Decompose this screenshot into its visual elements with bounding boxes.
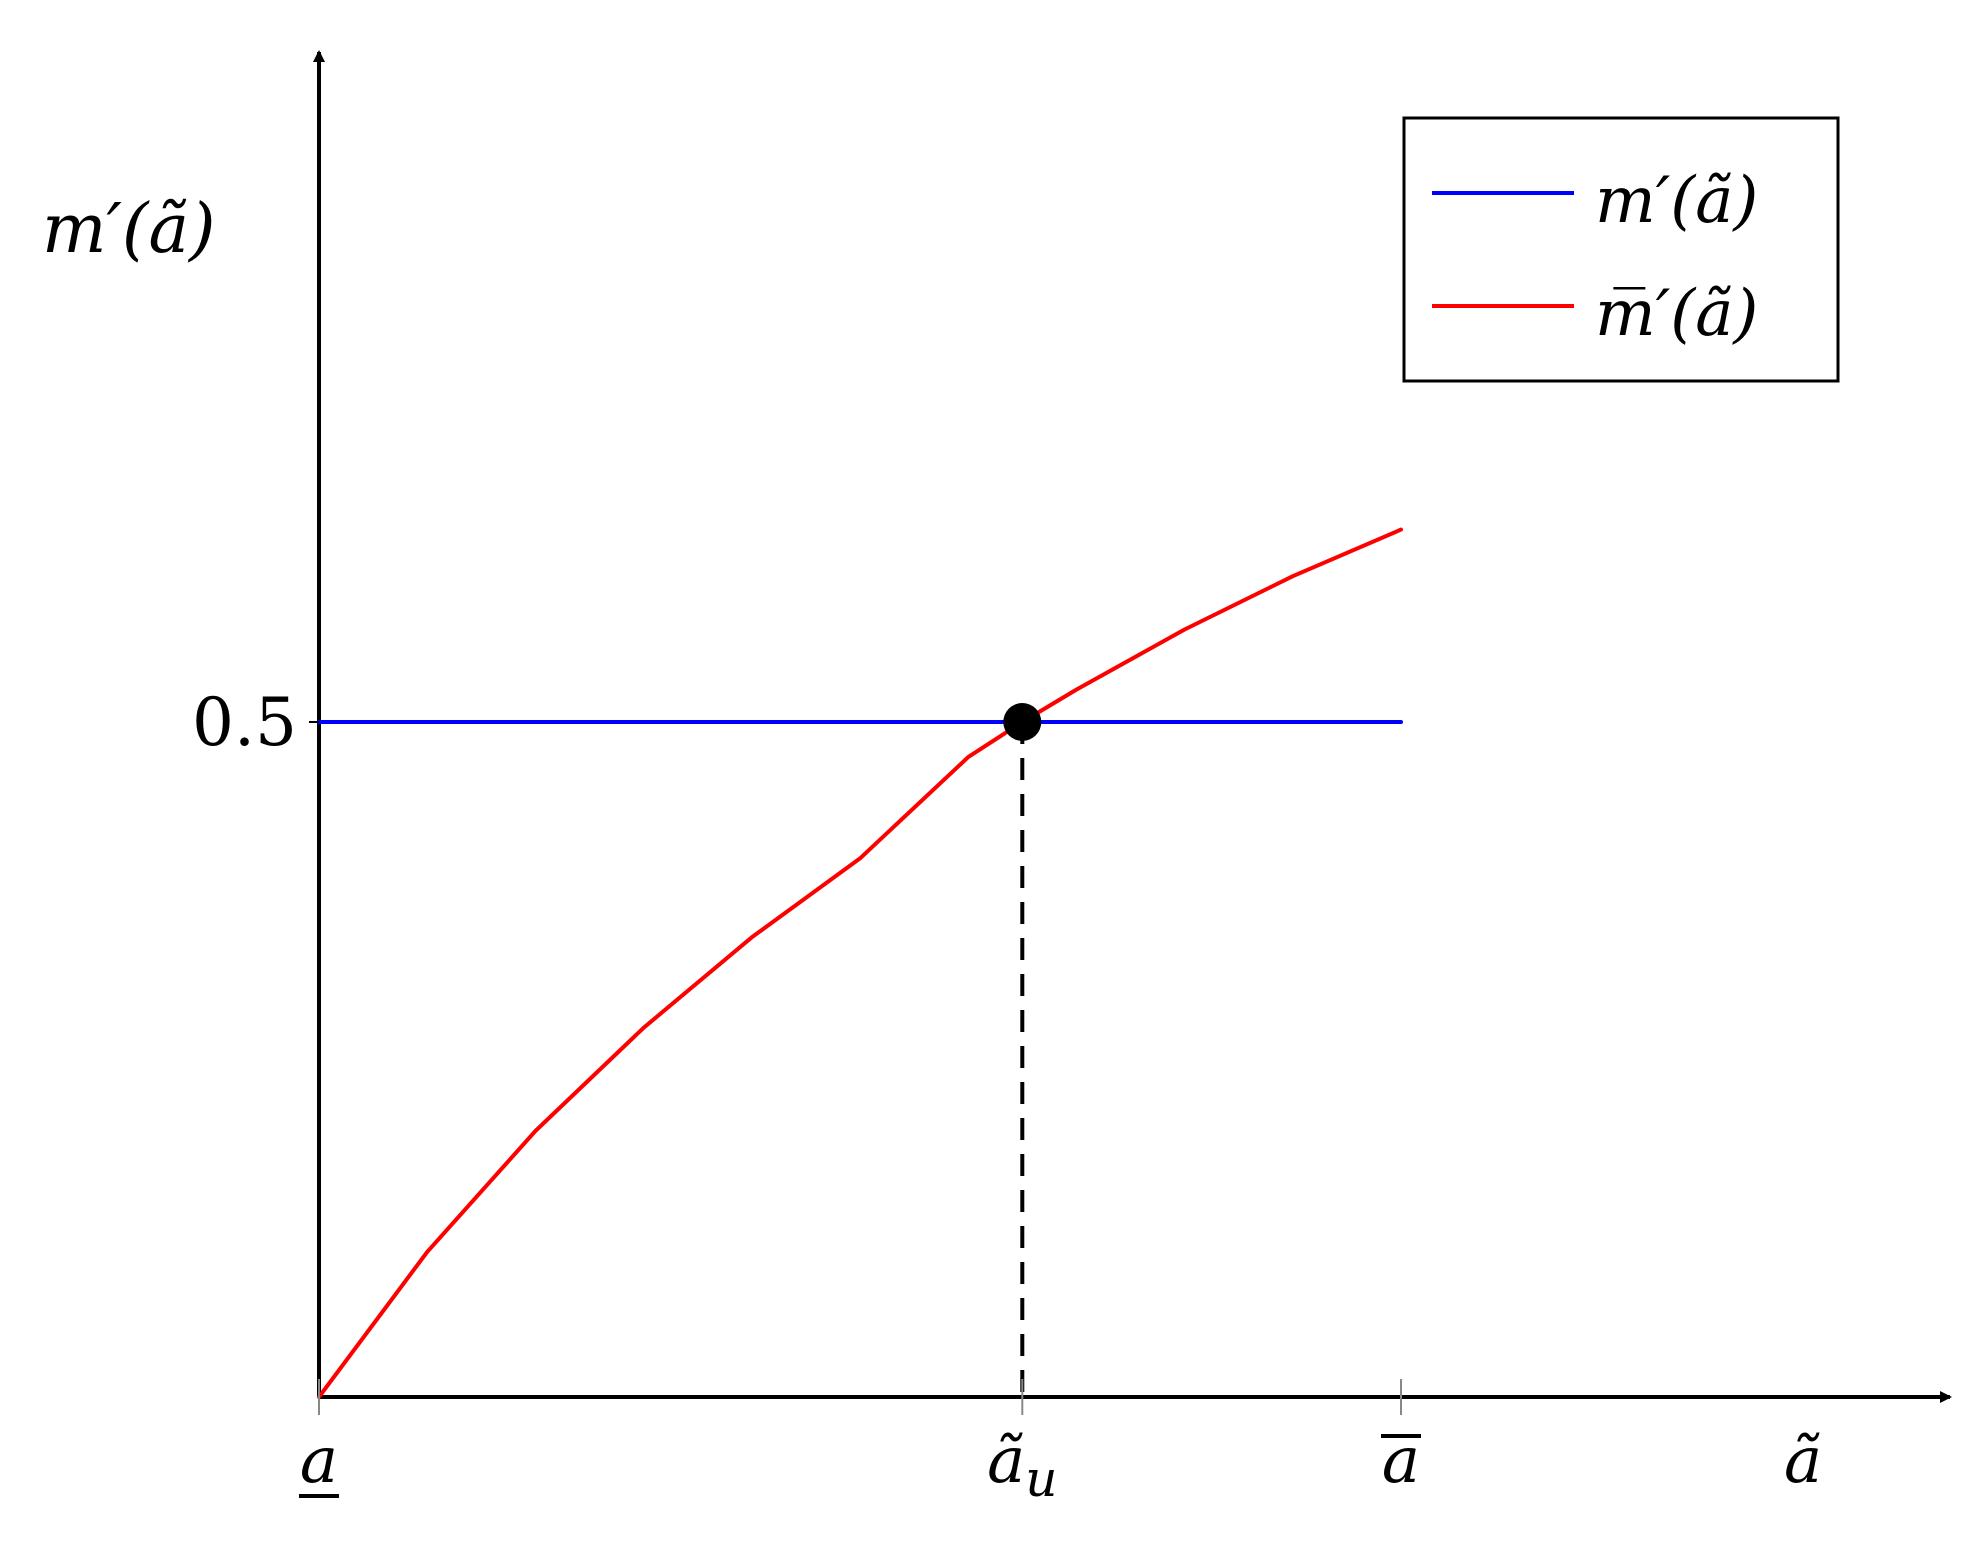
y-tick-label-0: 0.5: [192, 684, 297, 761]
series-line-red: [317, 527, 1403, 1399]
legend-label-blue: m′(ã): [1595, 164, 1758, 238]
y-axis-label: m′(ã): [42, 190, 216, 269]
plot-layer: 0.5a ãu a: [192, 527, 1421, 1508]
x-axis-label: ã: [1784, 1424, 1822, 1498]
x-tick-label-a_lower: a: [300, 1424, 338, 1498]
legend-box: [1402, 116, 1840, 383]
legend: m′(ã) m̅′(ã): [1402, 116, 1840, 383]
legend-label-red: m̅′(ã): [1595, 277, 1758, 351]
intersection-point: [1003, 703, 1042, 741]
x-tick-label-a_u: ãu: [987, 1424, 1057, 1508]
